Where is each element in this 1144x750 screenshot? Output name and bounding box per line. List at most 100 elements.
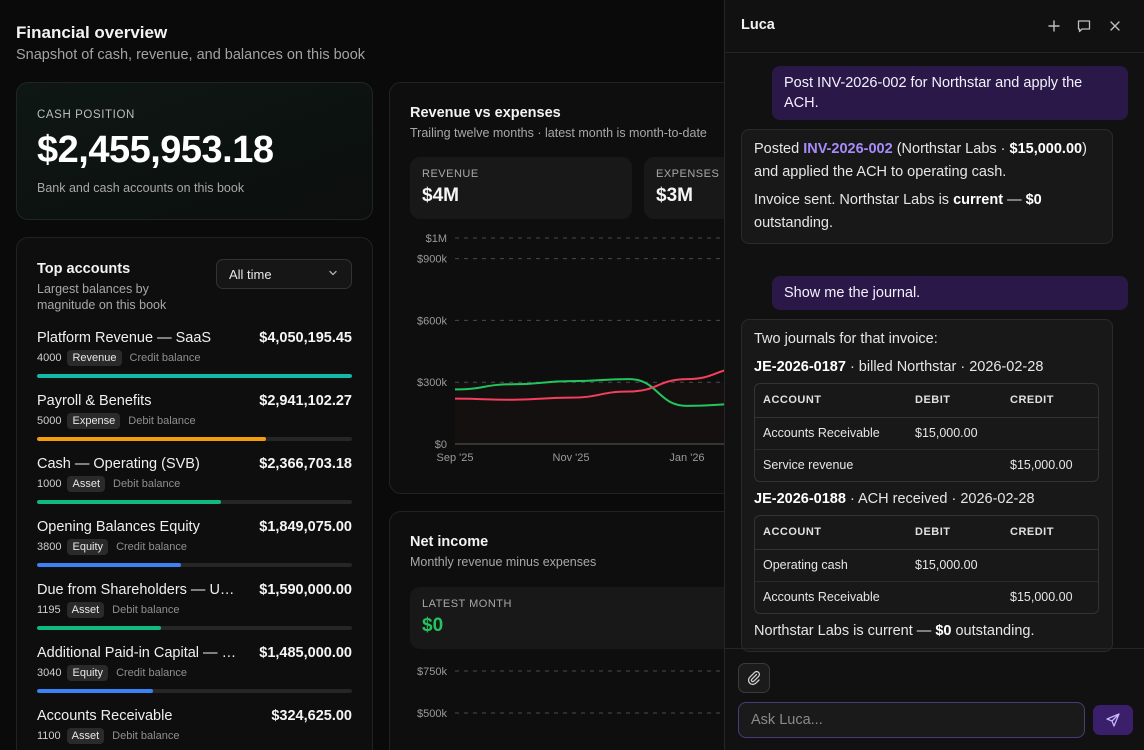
top-accounts-subtitle: Largest balances by magnitude on this bo… <box>37 282 167 312</box>
journal-account: Service revenue <box>755 449 907 481</box>
message-amount: $0 <box>935 623 952 639</box>
assistant-message: Two journals for that invoice: JE-2026-0… <box>741 319 1113 652</box>
latest-month-value: $0 <box>422 615 444 636</box>
account-meta: 1195 Asset Debit balance <box>37 602 179 618</box>
account-meta: 3800 Equity Credit balance <box>37 539 187 555</box>
account-share-fill <box>37 374 352 378</box>
account-row[interactable]: Platform Revenue — SaaS $4,050,195.45 4000… <box>37 330 352 390</box>
account-amount: $2,941,102.27 <box>259 393 352 409</box>
journal-debit <box>907 581 1002 613</box>
account-name: Additional Paid-in Capital — … <box>37 645 237 661</box>
journal-heading: JE-2026-0187 · billed Northstar · 2026-0… <box>754 356 1100 379</box>
close-icon[interactable] <box>1105 16 1125 36</box>
journal-description: · ACH received · 2026-02-28 <box>845 491 1035 507</box>
message-amount: $15,000.00 <box>1009 141 1083 157</box>
composer <box>725 648 1144 750</box>
account-share-bar <box>37 626 352 630</box>
chat-history-icon[interactable] <box>1074 16 1094 36</box>
account-row[interactable]: Due from Shareholders — U… $1,590,000.00 1… <box>37 582 352 642</box>
account-balance-type: Credit balance <box>116 541 187 553</box>
journal-account: Accounts Receivable <box>763 426 880 440</box>
account-balance-type: Credit balance <box>116 667 187 679</box>
latest-month-label: LATEST MONTH <box>422 598 512 610</box>
account-row[interactable]: Payroll & Benefits $2,941,102.27 5000 Expen… <box>37 393 352 453</box>
account-number: 1000 <box>37 478 62 490</box>
assistant-message-text: Invoice sent. Northstar Labs is current … <box>754 189 1100 235</box>
send-button[interactable] <box>1093 705 1133 735</box>
account-number: 1195 <box>37 604 61 616</box>
account-row[interactable]: Opening Balances Equity $1,849,075.00 3800… <box>37 519 352 579</box>
dashboard: Financial overview Snapshot of cash, rev… <box>16 23 724 750</box>
message-fragment: outstanding. <box>754 215 834 231</box>
journal-description: · billed Northstar · 2026-02-28 <box>845 359 1044 375</box>
assistant-title: Luca <box>741 17 775 33</box>
cash-position-card: CASH POSITION $2,455,953.18 Bank and cas… <box>16 82 373 220</box>
account-amount: $4,050,195.45 <box>259 330 352 346</box>
plus-icon[interactable] <box>1044 16 1064 36</box>
assistant-message-text: Northstar Labs is current — $0 outstandi… <box>754 620 1100 643</box>
net-income-title: Net income <box>410 534 489 550</box>
journal-credit: $15,000.00 <box>1002 449 1098 481</box>
cash-position-note: Bank and cash accounts on this book <box>37 181 245 195</box>
chart-area-shade <box>455 382 724 444</box>
journal-debit: $15,000.00 <box>915 558 978 572</box>
column-header-debit: DEBIT <box>907 384 1002 418</box>
journal-table: ACCOUNT DEBIT CREDIT Accounts Receivable… <box>754 383 1099 482</box>
message-amount: $0 <box>1025 192 1042 208</box>
ask-input[interactable] <box>738 702 1085 738</box>
account-number: 3040 <box>37 667 62 679</box>
assistant-message: Posted INV-2026-002 (Northstar Labs · $1… <box>741 129 1113 244</box>
journal-row: Operating cash $15,000.00 <box>755 550 1098 581</box>
invoice-link[interactable]: INV-2026-002 <box>803 141 893 157</box>
account-meta: 1000 Asset Debit balance <box>37 476 180 492</box>
message-fragment: (Northstar Labs · <box>892 141 1010 157</box>
account-amount: $1,849,075.00 <box>259 519 352 535</box>
account-row[interactable]: Additional Paid-in Capital — … $1,485,000… <box>37 645 352 705</box>
revenue-card-title: Revenue vs expenses <box>410 105 561 121</box>
page-title: Financial overview <box>16 23 168 42</box>
y-tick-label: $750k <box>417 666 447 678</box>
account-row[interactable]: Accounts Receivable $324,625.00 1100 Asset D… <box>37 708 352 750</box>
revenue-stat-label: REVENUE <box>422 168 479 180</box>
paperclip-icon <box>746 670 762 686</box>
account-balance-type: Debit balance <box>128 415 196 427</box>
assistant-message-text: Two journals for that invoice: <box>754 331 938 347</box>
journal-row: Accounts Receivable $15,000.00 <box>755 581 1098 613</box>
period-select-value: All time <box>229 266 272 282</box>
user-message-text: Post INV-2026-002 for Northstar and appl… <box>784 75 1083 111</box>
user-message: Post INV-2026-002 for Northstar and appl… <box>772 66 1128 120</box>
attach-button[interactable] <box>738 663 770 693</box>
user-message: Show me the journal. <box>772 276 1128 310</box>
account-amount: $1,485,000.00 <box>259 645 352 661</box>
account-balance-type: Debit balance <box>113 478 181 490</box>
journal-account: Operating cash <box>763 558 848 572</box>
account-type-badge: Asset <box>66 602 105 618</box>
y-tick-label: $600k <box>417 315 447 327</box>
column-header-account: ACCOUNT <box>755 516 907 550</box>
journal-account: Accounts Receivable <box>755 581 907 613</box>
assistant-header: Luca <box>725 0 1144 53</box>
account-number: 3800 <box>37 541 62 553</box>
page-subtitle: Snapshot of cash, revenue, and balances … <box>16 47 366 63</box>
account-name: Cash — Operating (SVB) <box>37 456 200 472</box>
expenses-stat-value: $3M <box>656 185 693 206</box>
account-share-bar <box>37 500 352 504</box>
account-amount: $2,366,703.18 <box>259 456 352 472</box>
account-name: Accounts Receivable <box>37 708 173 724</box>
net-income-chart: $750k $500k <box>417 666 724 720</box>
period-select[interactable]: All time <box>216 259 352 289</box>
x-tick-label: Sep '25 <box>437 452 474 464</box>
journal-row: Accounts Receivable $15,000.00 <box>755 418 1098 449</box>
latest-month-stat: LATEST MONTH $0 <box>410 587 724 649</box>
account-row[interactable]: Cash — Operating (SVB) $2,366,703.18 1000 A… <box>37 456 352 516</box>
message-fragment: outstanding. <box>951 623 1035 639</box>
journal-debit: $15,000.00 <box>915 426 978 440</box>
y-tick-label: $900k <box>417 254 447 266</box>
y-tick-label: $500k <box>417 708 447 720</box>
y-tick-label: $300k <box>417 377 447 389</box>
series-line-revenue <box>454 378 724 407</box>
account-number: 5000 <box>37 415 62 427</box>
account-name: Opening Balances Equity <box>37 519 200 535</box>
account-meta: 1100 Asset Debit balance <box>37 728 179 744</box>
revenue-vs-expenses-card: Revenue vs expenses Trailing twelve mont… <box>389 82 724 494</box>
